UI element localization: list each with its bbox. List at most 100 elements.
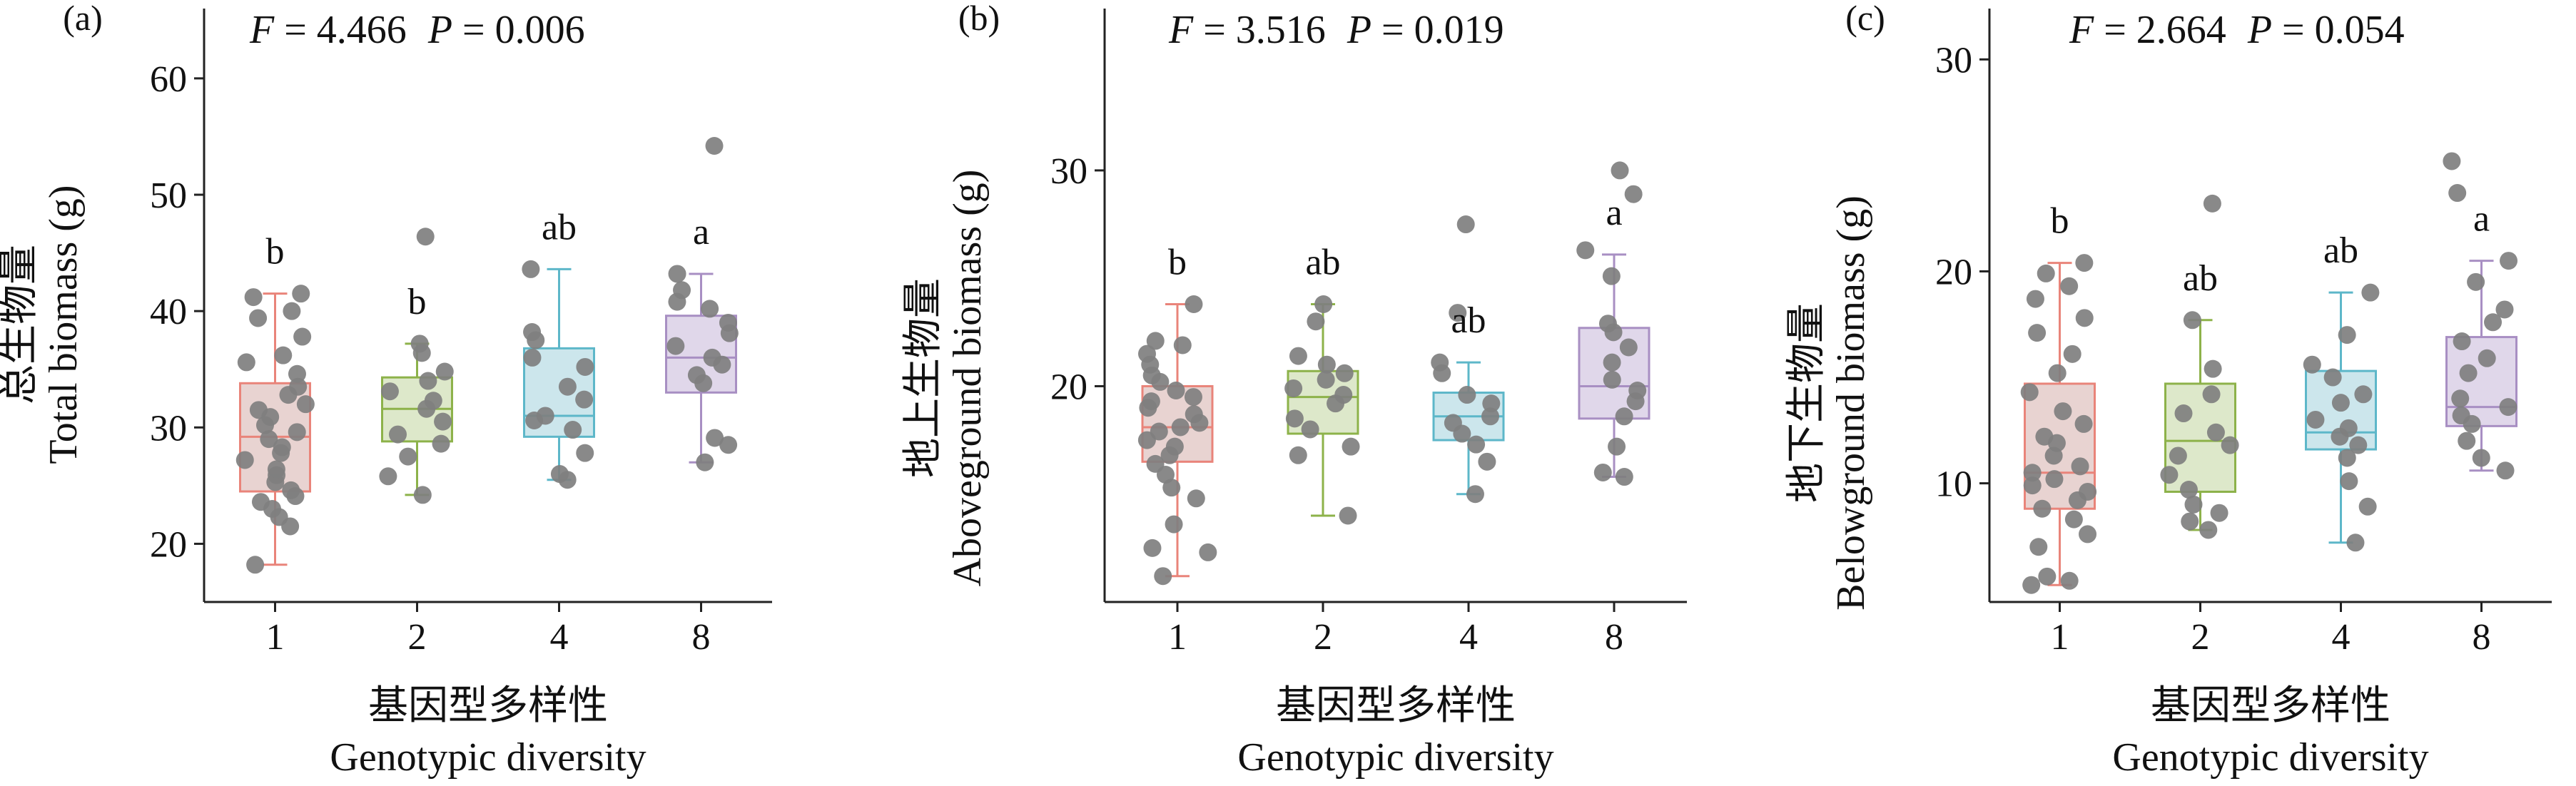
data-point	[260, 430, 278, 449]
data-point	[1317, 370, 1335, 389]
data-point	[1150, 422, 1168, 441]
data-point	[379, 467, 397, 486]
data-point	[380, 382, 399, 401]
data-point	[1185, 405, 1203, 424]
data-point	[2020, 383, 2039, 402]
data-point	[719, 313, 737, 332]
data-point	[435, 362, 454, 381]
data-point	[576, 357, 594, 376]
data-point	[522, 260, 540, 278]
data-point	[1458, 386, 1476, 404]
data-point	[2064, 510, 2083, 529]
data-point	[419, 372, 437, 390]
data-point	[2346, 534, 2365, 552]
data-point	[1146, 454, 1165, 473]
data-point	[2181, 512, 2199, 531]
data-point	[1167, 382, 1185, 400]
y-tick-label: 20	[1050, 367, 1087, 407]
data-point	[2349, 436, 2368, 454]
panel-label: (b)	[958, 0, 1000, 38]
y-axis-label-cn: 地下生物量	[1785, 303, 1829, 503]
p-symbol: P	[427, 8, 452, 52]
data-point	[1615, 407, 1633, 426]
y-axis-label: 地上生物量 Aboveground biomass (g)	[901, 170, 990, 587]
data-point	[673, 281, 691, 300]
plot-area-b: 20 30 1 b 2 ab 4 ab 8 a	[1050, 9, 1687, 658]
data-point	[1482, 394, 1501, 413]
data-point	[2361, 283, 2380, 302]
y-tick-label: 20	[150, 524, 187, 565]
data-point	[1593, 463, 1612, 481]
data-point	[1185, 295, 1203, 313]
f-symbol: F	[249, 8, 275, 52]
data-point	[1184, 388, 1202, 407]
x-tick-label: 1	[266, 617, 285, 658]
y-tick-label: 30	[1935, 40, 1972, 81]
data-point	[1199, 543, 1217, 561]
data-point	[235, 451, 254, 469]
x-tick-label: 8	[692, 617, 711, 658]
data-point	[1608, 437, 1626, 456]
data-point	[2033, 499, 2052, 518]
data-point	[1576, 241, 1595, 260]
y-tick-label: 20	[1935, 252, 1972, 292]
data-point	[244, 288, 263, 307]
data-point	[1165, 515, 1183, 534]
data-point	[2174, 404, 2193, 423]
x-tick-label: 8	[2473, 617, 2491, 658]
data-point	[1173, 336, 1192, 354]
data-point	[1289, 347, 1307, 365]
data-point	[267, 460, 285, 479]
y-axis-label-en: Aboveground biomass (g)	[945, 170, 990, 587]
data-point	[2029, 538, 2048, 556]
x-axis-label-en: Genotypic diversity	[1237, 735, 1553, 780]
data-point	[2331, 394, 2350, 412]
data-point	[2075, 309, 2094, 327]
data-point	[1142, 392, 1160, 411]
data-point	[2495, 300, 2514, 319]
data-point	[2500, 252, 2518, 270]
data-point	[558, 377, 577, 396]
data-point	[1444, 414, 1462, 432]
data-point	[1478, 452, 1496, 471]
x-axis-label-cn: 基因型多样性	[1276, 684, 1516, 728]
panel-label: (c)	[1845, 0, 1885, 38]
data-point	[1137, 344, 1156, 363]
data-point	[283, 302, 301, 320]
significance-letter: b	[408, 282, 427, 322]
x-axis-label-cn: 基因型多样性	[368, 684, 608, 728]
data-point	[1314, 295, 1333, 313]
data-point	[2340, 472, 2358, 491]
data-point	[2459, 364, 2478, 382]
data-point	[2026, 290, 2044, 308]
data-point	[2071, 457, 2089, 476]
data-point	[1284, 379, 1303, 397]
data-point	[1619, 338, 1638, 357]
data-point	[1456, 215, 1475, 234]
data-point	[288, 423, 306, 442]
significance-letter: ab	[542, 207, 577, 247]
significance-letter: a	[693, 212, 709, 252]
panel-c: (c) F = 2.664 P = 0.054 地下生物量 Belowground…	[1785, 0, 2552, 780]
y-axis-label: 总生物量 Total biomass (g)	[0, 185, 86, 464]
data-point	[413, 486, 432, 504]
x-tick-label: 2	[2191, 617, 2210, 658]
data-point	[1146, 332, 1165, 350]
data-point	[288, 364, 306, 383]
x-axis-label-cn: 基因型多样性	[2151, 684, 2390, 728]
data-point	[2203, 194, 2221, 213]
data-point	[2484, 313, 2503, 332]
data-point	[2074, 414, 2093, 433]
data-point	[576, 444, 594, 462]
data-point	[2023, 464, 2042, 482]
data-point	[416, 228, 435, 246]
data-point	[701, 300, 719, 318]
data-point	[2054, 402, 2072, 421]
y-tick-label: 30	[1050, 151, 1087, 192]
data-point	[2045, 470, 2064, 489]
data-point	[1603, 353, 1621, 372]
data-point	[293, 327, 312, 346]
data-point	[1307, 312, 1325, 331]
data-point	[2210, 504, 2228, 522]
